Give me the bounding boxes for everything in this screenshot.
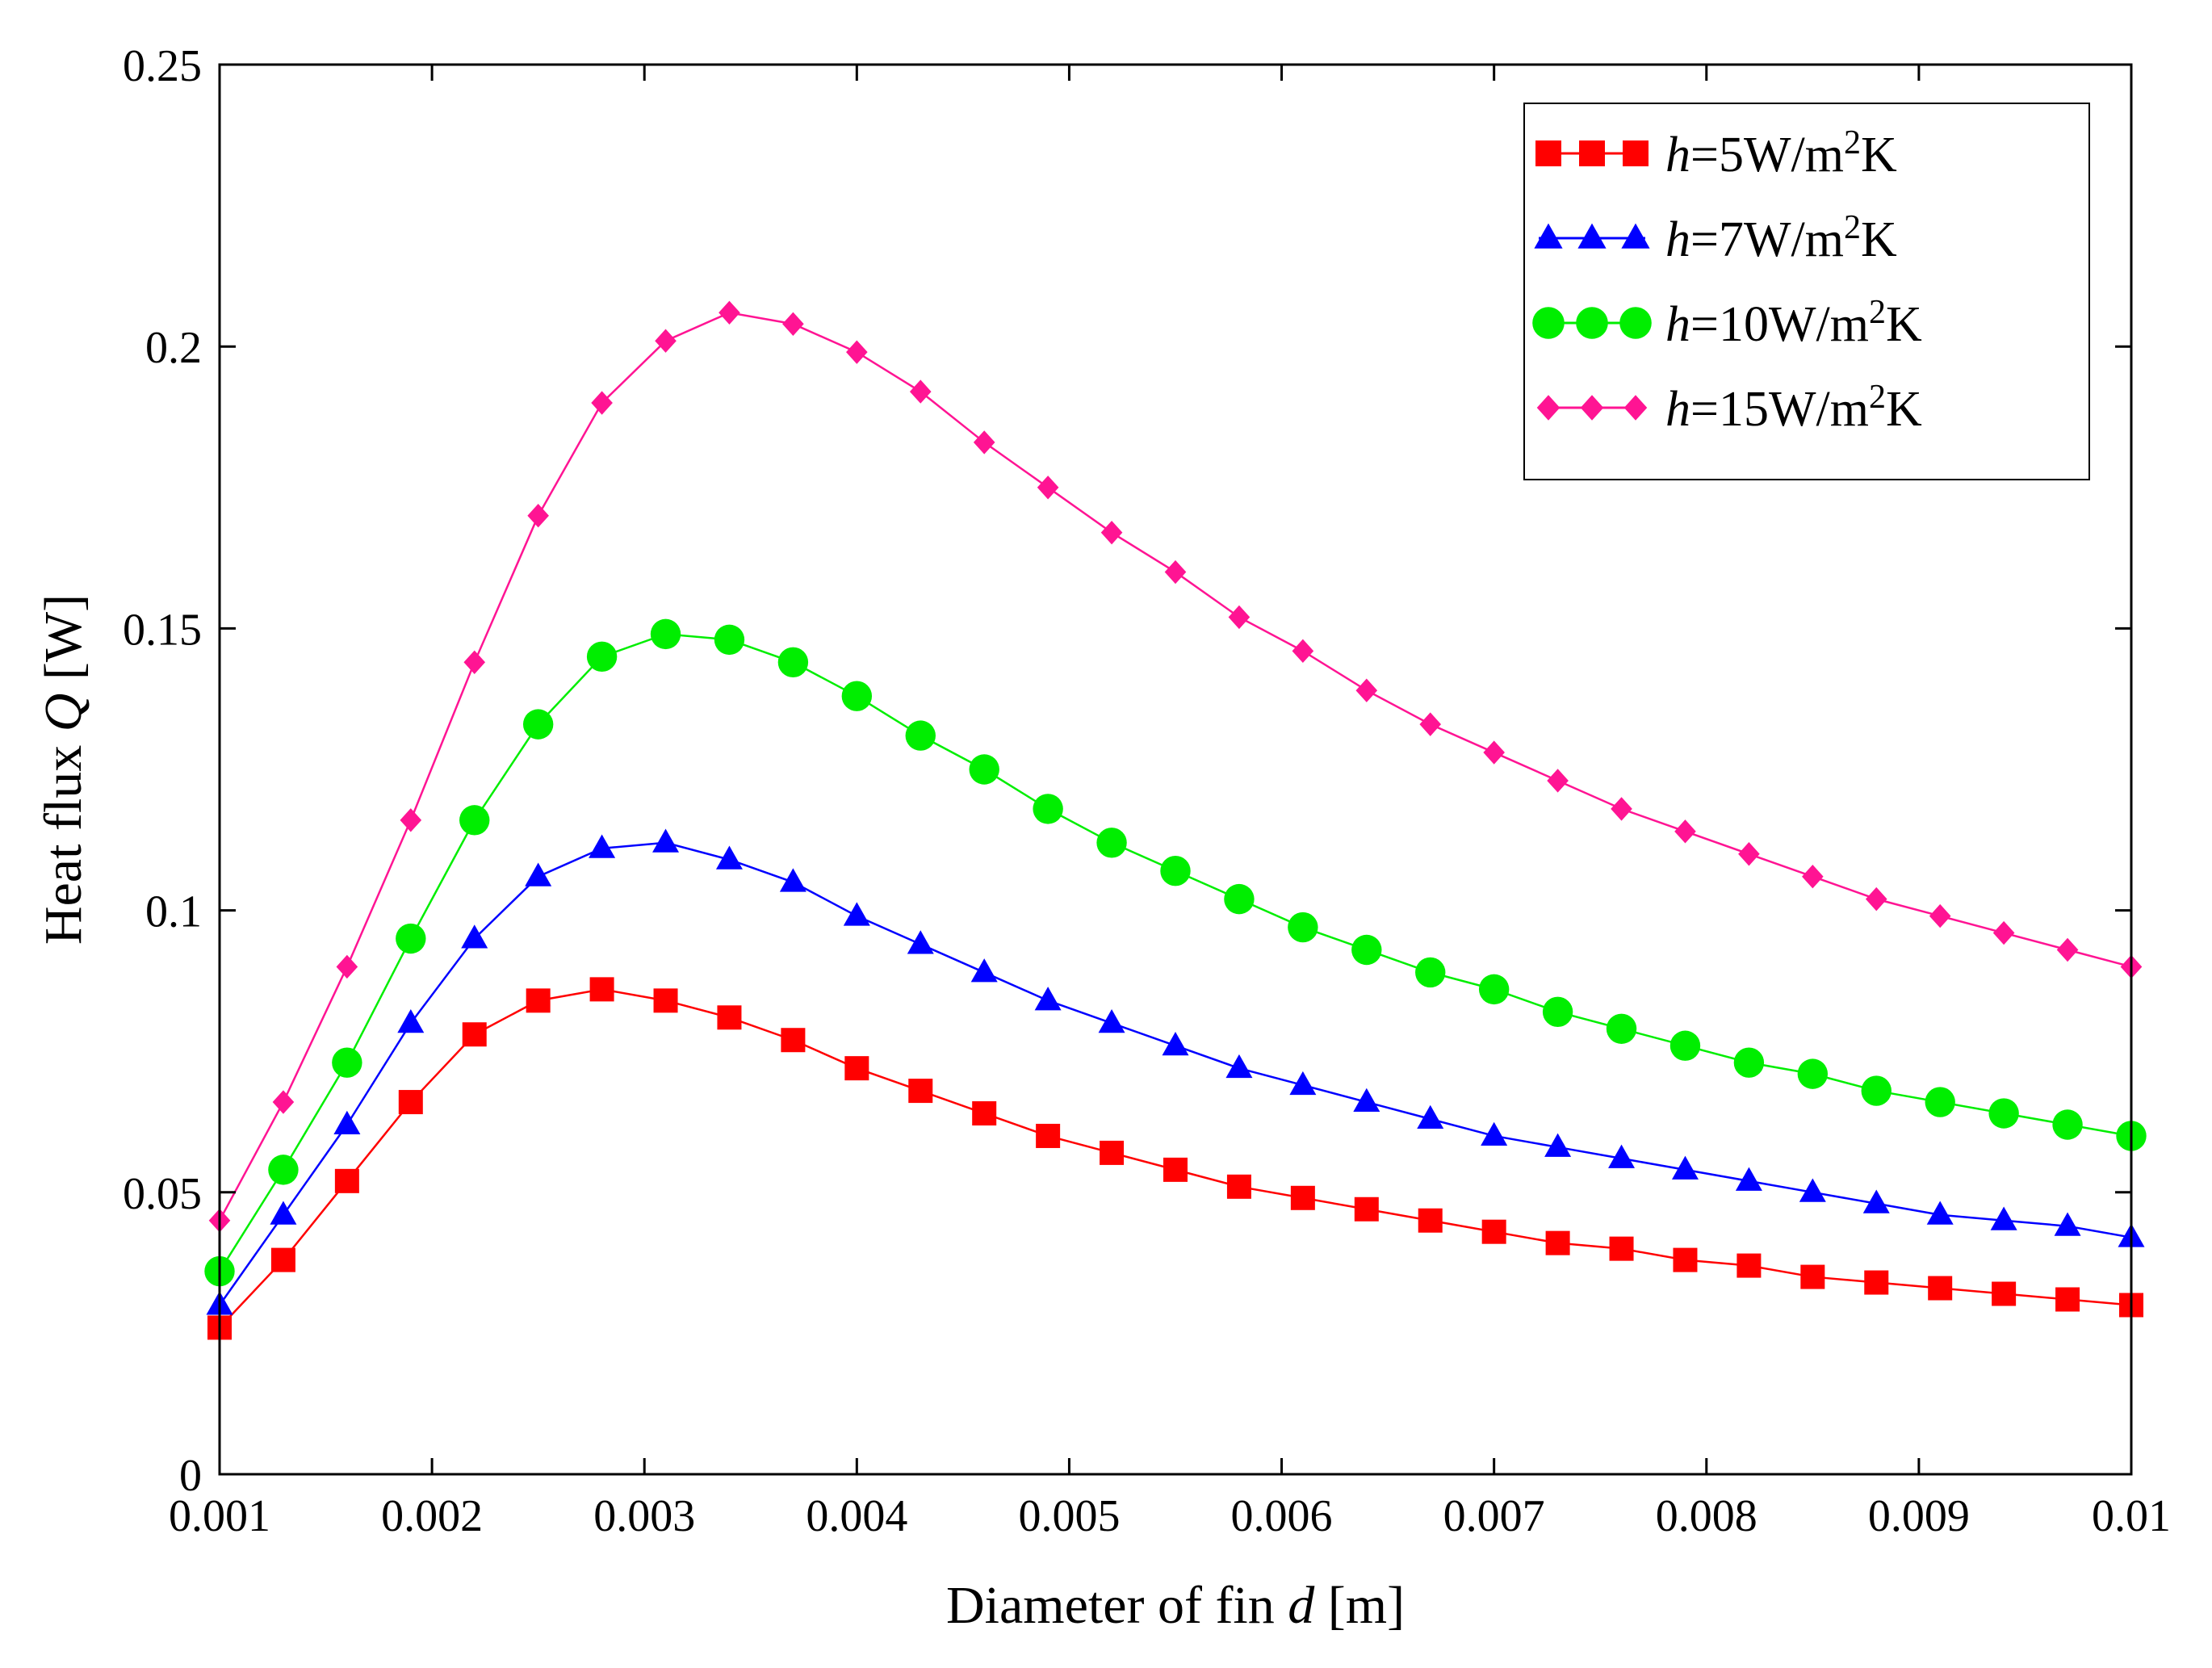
legend: h=5W/m2K h=7W/m2K h=10W/m2K h=15W/m2K xyxy=(1524,103,2089,480)
data-point-square xyxy=(271,1248,295,1272)
data-point-square xyxy=(1864,1271,1888,1295)
data-point-square xyxy=(1737,1254,1761,1278)
data-point-circle xyxy=(1734,1047,1764,1077)
y-tick-label: 0 xyxy=(179,1451,202,1501)
data-point-square xyxy=(526,988,551,1012)
data-point-square xyxy=(1928,1276,1952,1301)
y-tick-label: 0.2 xyxy=(145,323,202,373)
data-point-square xyxy=(1546,1231,1570,1255)
legend-marker-square xyxy=(1535,140,1561,166)
data-point-circle xyxy=(1160,856,1190,886)
data-point-square xyxy=(1482,1220,1506,1244)
data-point-circle xyxy=(332,1047,362,1077)
data-point-square xyxy=(1800,1265,1824,1289)
data-point-circle xyxy=(778,648,808,677)
y-tick-label: 0.15 xyxy=(123,605,202,655)
data-point-circle xyxy=(268,1155,298,1184)
data-point-circle xyxy=(1479,974,1509,1004)
data-point-circle xyxy=(651,619,681,649)
legend-marker-square xyxy=(1579,140,1605,166)
data-point-square xyxy=(1036,1124,1060,1148)
legend-marker-circle xyxy=(1576,307,1608,339)
legend-marker-circle xyxy=(1619,307,1652,339)
y-axis-title: Heat flux Q [W] xyxy=(34,594,93,945)
data-point-circle xyxy=(459,805,489,835)
x-tick-label: 0.006 xyxy=(1231,1491,1333,1541)
data-point-circle xyxy=(714,625,744,655)
data-point-circle xyxy=(1543,997,1573,1027)
data-point-circle xyxy=(396,924,425,953)
data-point-circle xyxy=(523,709,553,739)
data-point-circle xyxy=(1351,935,1381,965)
data-point-square xyxy=(844,1056,869,1080)
chart: 0.001 0.002 0.003 0.004 0.005 0.006 0.007 0.008… xyxy=(0,0,2212,1668)
data-point-square xyxy=(1355,1197,1379,1222)
data-point-square xyxy=(1610,1237,1634,1261)
data-point-square xyxy=(335,1169,359,1193)
data-point-square xyxy=(1100,1141,1124,1165)
legend-marker-square xyxy=(1623,140,1649,166)
data-point-square xyxy=(1673,1248,1697,1272)
y-tick-label: 0.1 xyxy=(145,887,202,937)
x-tick-label: 0.002 xyxy=(381,1491,483,1541)
data-point-circle xyxy=(1033,794,1062,824)
data-point-circle xyxy=(1415,958,1445,987)
x-tick-label: 0.005 xyxy=(1018,1491,1120,1541)
data-point-square xyxy=(654,988,678,1012)
data-point-circle xyxy=(906,720,936,750)
x-tick-label: 0.004 xyxy=(806,1491,907,1541)
data-point-square xyxy=(781,1028,805,1052)
data-point-circle xyxy=(1224,884,1254,914)
data-point-square xyxy=(717,1005,741,1029)
data-point-circle xyxy=(1670,1031,1700,1061)
x-axis-title: Diameter of fin d [m] xyxy=(946,1576,1405,1635)
data-point-square xyxy=(590,977,614,1001)
y-tick-label: 0.25 xyxy=(123,41,202,91)
data-point-circle xyxy=(1607,1014,1636,1044)
data-point-square xyxy=(908,1079,932,1103)
legend-label: h=7W/m2K xyxy=(1665,209,1897,267)
data-point-square xyxy=(2055,1287,2080,1311)
data-point-circle xyxy=(1288,912,1318,942)
data-point-circle xyxy=(587,642,617,672)
data-point-circle xyxy=(1925,1087,1955,1117)
x-tick-label: 0.003 xyxy=(593,1491,695,1541)
data-point-square xyxy=(399,1090,423,1114)
data-point-circle xyxy=(1988,1098,2018,1128)
data-point-square xyxy=(972,1101,996,1125)
x-tick-label: 0.01 xyxy=(2092,1491,2171,1541)
x-tick-label: 0.008 xyxy=(1656,1491,1757,1541)
legend-marker-circle xyxy=(1532,307,1565,339)
data-point-square xyxy=(463,1022,487,1046)
data-point-circle xyxy=(970,754,999,784)
data-point-square xyxy=(1418,1209,1443,1233)
data-point-square xyxy=(1163,1158,1188,1182)
data-point-square xyxy=(1992,1282,2016,1306)
legend-label: h=5W/m2K xyxy=(1665,124,1897,182)
data-point-circle xyxy=(1862,1075,1892,1105)
data-point-circle xyxy=(1096,828,1126,857)
data-point-square xyxy=(1227,1175,1251,1199)
data-point-circle xyxy=(842,681,872,711)
y-tick-label: 0.05 xyxy=(123,1169,202,1219)
data-point-circle xyxy=(2052,1109,2082,1139)
data-point-circle xyxy=(1798,1058,1828,1088)
data-point-square xyxy=(1291,1186,1315,1210)
x-tick-label: 0.007 xyxy=(1443,1491,1545,1541)
x-tick-label: 0.009 xyxy=(1868,1491,1970,1541)
